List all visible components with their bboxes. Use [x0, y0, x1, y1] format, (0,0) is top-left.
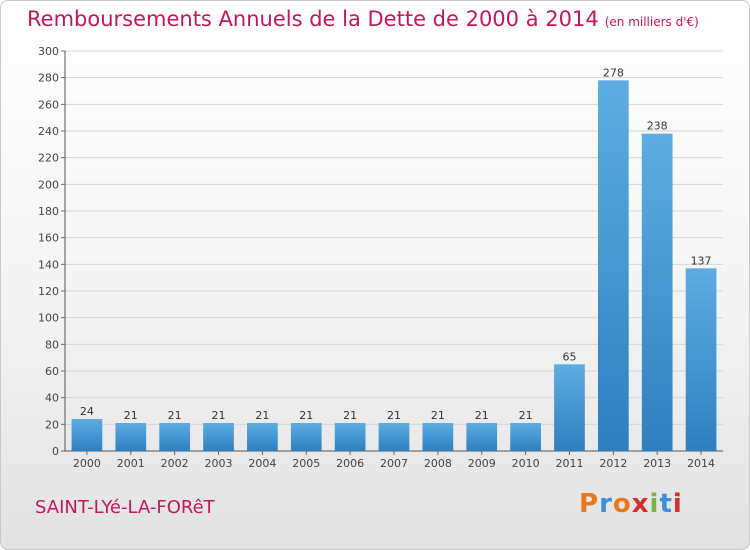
x-tick-label: 2013 [643, 457, 671, 470]
data-label: 137 [691, 254, 712, 267]
y-tick-label: 260 [38, 98, 59, 111]
y-tick-label: 0 [52, 445, 59, 458]
bar [159, 423, 191, 451]
proxiti-logo: Proxiti [579, 489, 683, 519]
bar [554, 364, 585, 451]
data-label: 21 [343, 409, 357, 422]
y-tick-label: 240 [38, 125, 59, 138]
bar [685, 268, 717, 451]
data-label: 21 [431, 409, 445, 422]
logo-letter: x [631, 489, 650, 519]
logo-letter: o [612, 489, 632, 519]
x-tick-label: 2007 [380, 457, 408, 470]
x-tick-label: 2001 [117, 457, 145, 470]
x-tick-label: 2014 [687, 457, 715, 470]
bar [378, 423, 410, 451]
bar [115, 423, 147, 451]
bar [334, 423, 366, 451]
x-tick-label: 2006 [336, 457, 364, 470]
bar [466, 423, 498, 451]
logo-letter: i [672, 489, 683, 519]
x-tick-label: 2000 [73, 457, 101, 470]
y-tick-label: 20 [45, 418, 59, 431]
logo-letter: r [599, 489, 613, 519]
bar [290, 423, 322, 451]
y-tick-label: 280 [38, 72, 59, 85]
y-tick-label: 180 [38, 205, 59, 218]
y-tick-label: 300 [38, 45, 59, 58]
logo-letter: i [649, 489, 660, 519]
y-tick-label: 40 [45, 392, 59, 405]
data-label: 65 [562, 350, 576, 363]
y-tick-label: 160 [38, 232, 59, 245]
bar [71, 419, 103, 451]
data-label: 21 [124, 409, 138, 422]
y-tick-label: 100 [38, 312, 59, 325]
x-tick-label: 2009 [468, 457, 496, 470]
data-label: 21 [387, 409, 401, 422]
data-label: 21 [212, 409, 226, 422]
logo-letter: P [579, 489, 600, 519]
place-name: SAINT-LYé-LA-FORêT [35, 497, 215, 518]
x-tick-label: 2011 [555, 457, 583, 470]
bar [247, 423, 278, 451]
data-label: 238 [647, 120, 668, 133]
x-tick-label: 2004 [248, 457, 276, 470]
y-tick-label: 60 [45, 365, 59, 378]
bar [203, 423, 234, 451]
bar [641, 133, 673, 451]
x-tick-label: 2003 [205, 457, 233, 470]
data-label: 21 [168, 409, 182, 422]
data-label: 24 [80, 405, 94, 418]
bar [510, 423, 541, 451]
bar [597, 80, 629, 451]
y-tick-label: 200 [38, 178, 59, 191]
unit-label: (en milliers d'€) [604, 15, 699, 29]
y-tick-label: 80 [45, 338, 59, 351]
chart-title: Remboursements Annuels de la Dette de 20… [27, 7, 699, 31]
x-tick-label: 2002 [161, 457, 189, 470]
y-tick-label: 220 [38, 152, 59, 165]
y-tick-label: 120 [38, 285, 59, 298]
data-label: 21 [299, 409, 313, 422]
x-tick-label: 2005 [292, 457, 320, 470]
data-label: 21 [475, 409, 489, 422]
data-label: 21 [519, 409, 533, 422]
bar [422, 423, 454, 451]
data-label: 21 [255, 409, 269, 422]
x-tick-label: 2012 [599, 457, 627, 470]
logo-letter: t [659, 489, 673, 519]
x-tick-label: 2008 [424, 457, 452, 470]
x-tick-label: 2010 [512, 457, 540, 470]
data-label: 278 [603, 66, 624, 79]
y-tick-label: 140 [38, 258, 59, 271]
title-text: Remboursements Annuels de la Dette de 20… [27, 7, 599, 31]
